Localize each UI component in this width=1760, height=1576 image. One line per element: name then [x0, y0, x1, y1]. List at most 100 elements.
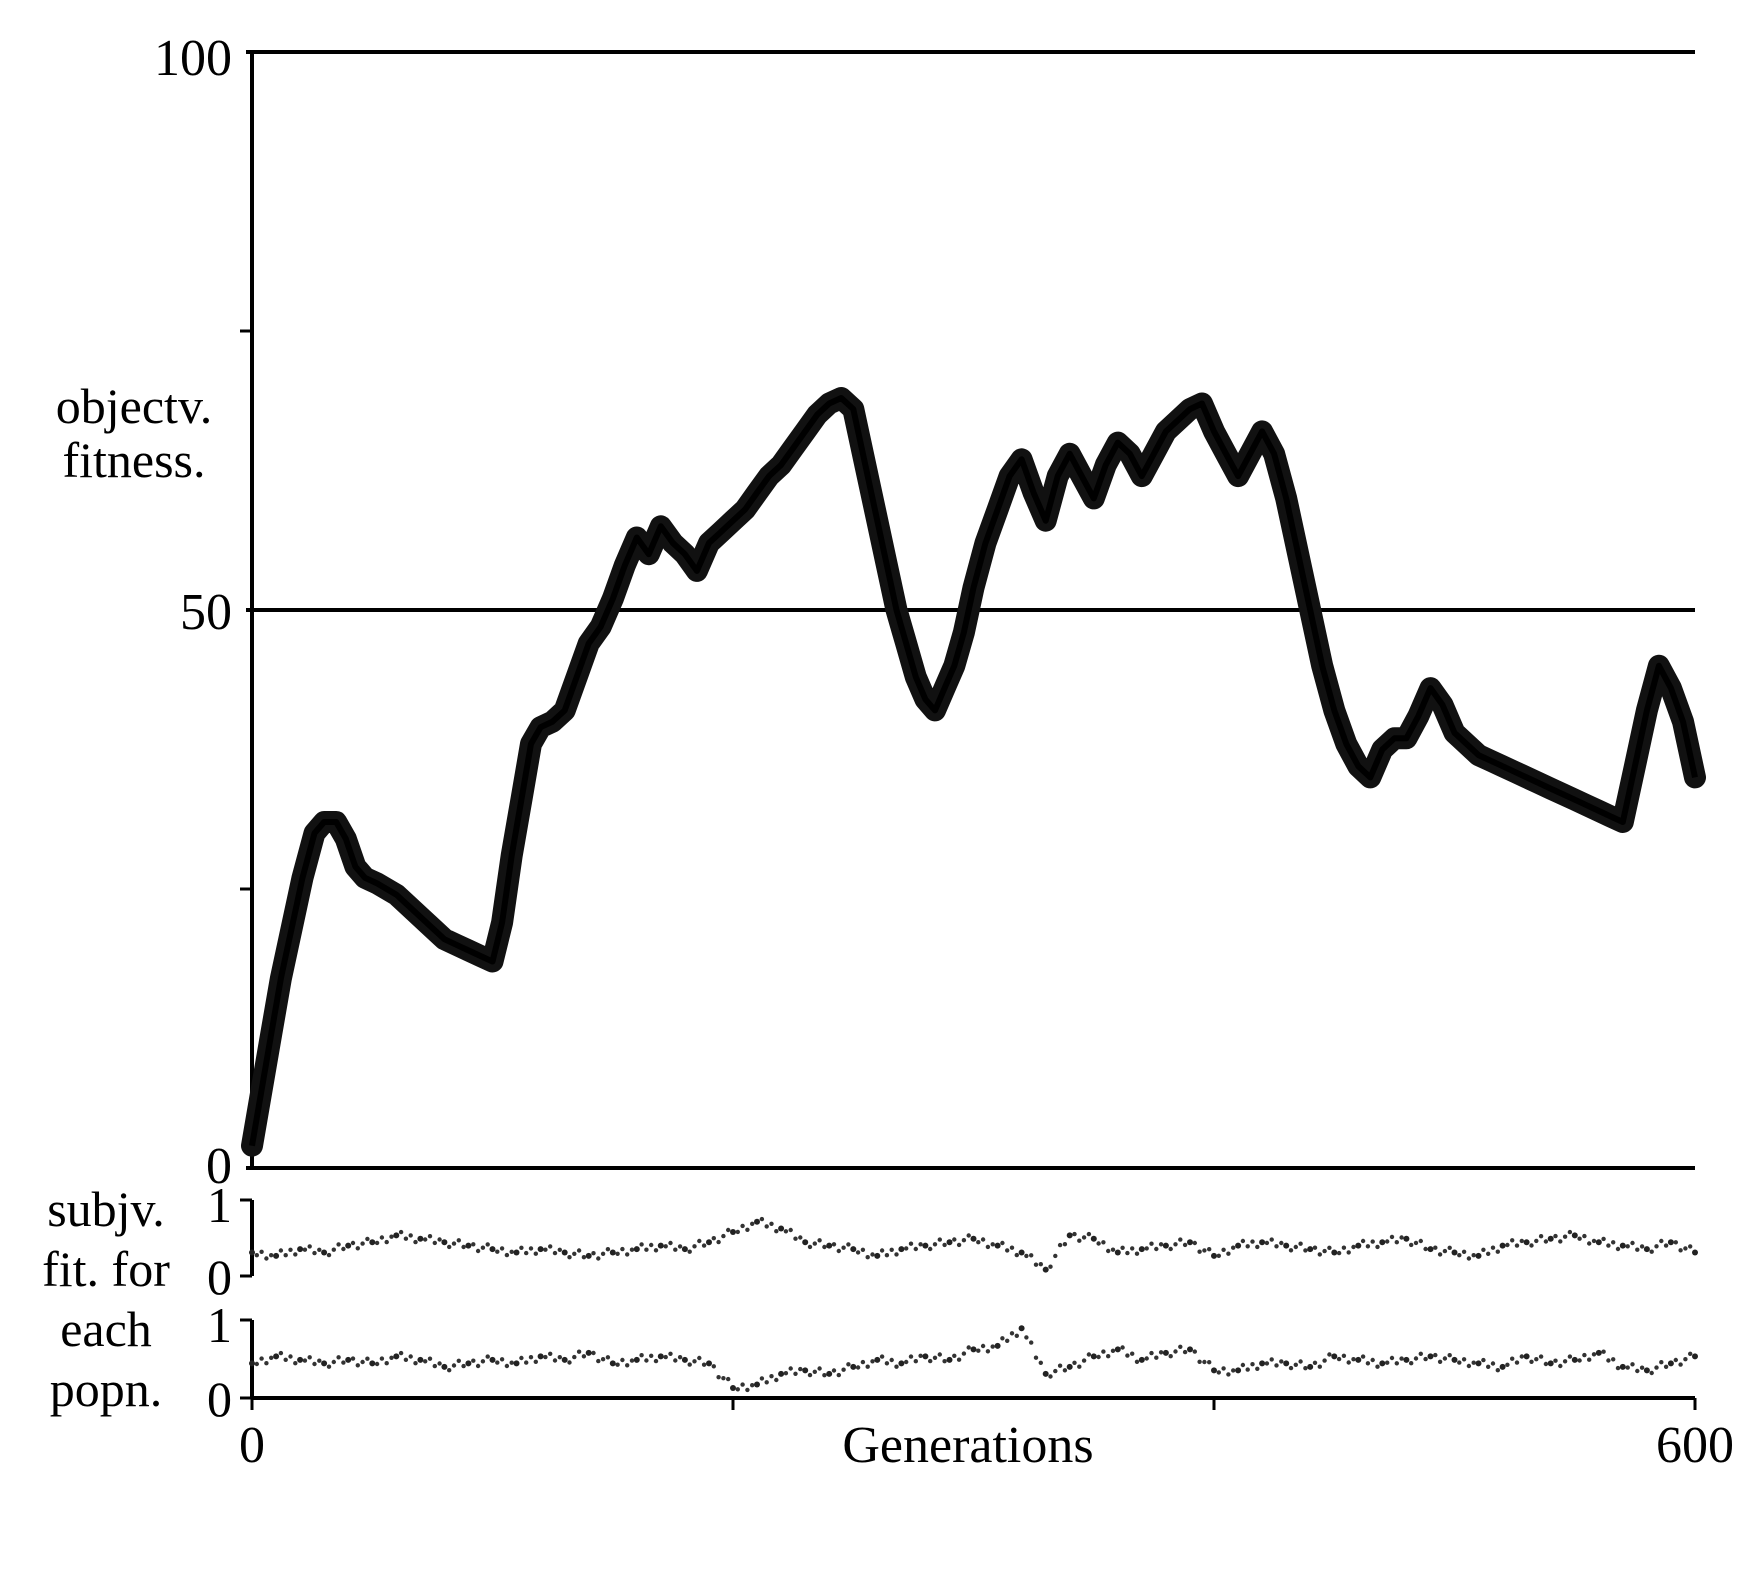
strip2-dot — [1519, 1354, 1525, 1359]
strip2-dot — [519, 1355, 524, 1361]
strip1-dot — [548, 1244, 553, 1249]
strip1-dot — [644, 1247, 649, 1252]
strip2-dot — [1351, 1357, 1356, 1362]
strip2-point — [249, 1360, 255, 1367]
strip1-dot — [317, 1247, 322, 1253]
strip1-dot — [870, 1252, 875, 1257]
strip1-dot — [384, 1239, 389, 1245]
strip2-dot — [1197, 1359, 1202, 1365]
strip2-dot — [1086, 1352, 1092, 1357]
strip1-dot — [1048, 1264, 1053, 1269]
strip2-dot — [1221, 1366, 1226, 1371]
strip2-dot — [846, 1362, 851, 1367]
strip1-dot — [591, 1251, 596, 1256]
strip2-dot — [788, 1366, 793, 1371]
strip1-dot — [1197, 1249, 1202, 1254]
strip2-dot — [1173, 1349, 1178, 1354]
strip2-point — [273, 1353, 280, 1360]
strip1-dot — [937, 1237, 942, 1242]
strip1-point — [1355, 1242, 1362, 1249]
strip1-dot — [1505, 1242, 1510, 1248]
strip1-point — [946, 1239, 953, 1246]
strip1-point — [1018, 1249, 1025, 1256]
strip2-dot — [485, 1354, 490, 1359]
strip2-dot — [855, 1365, 861, 1370]
strip2-dot — [336, 1355, 341, 1360]
strip2-point — [1595, 1349, 1602, 1356]
strip2-dot — [798, 1366, 803, 1372]
strip2-point — [1475, 1360, 1482, 1367]
strip2-dot — [740, 1382, 745, 1387]
strip1-point — [1162, 1242, 1169, 1249]
strip2-dot — [711, 1364, 716, 1369]
strip2-dot — [1591, 1352, 1597, 1357]
strip1-dot — [1077, 1238, 1082, 1243]
strip2-point — [1451, 1356, 1458, 1363]
strip2-dot — [1437, 1359, 1443, 1365]
strip2-dot — [288, 1354, 293, 1359]
strip1-dot — [884, 1253, 890, 1258]
strip2-dot — [942, 1359, 947, 1364]
strip2-dot — [615, 1362, 620, 1367]
strip1-dot — [1433, 1245, 1438, 1250]
strip1-point — [393, 1232, 400, 1239]
strip1-point — [898, 1246, 905, 1253]
strip2-point — [609, 1360, 616, 1367]
strip1-dot — [379, 1235, 385, 1240]
strip1-dot — [581, 1255, 587, 1260]
x-axis: 0 600 Generations — [239, 1396, 1734, 1474]
strip1-dot — [312, 1250, 317, 1256]
strip2-point — [1523, 1353, 1530, 1360]
strip2-dot — [451, 1363, 457, 1368]
strip2-dot — [817, 1366, 822, 1371]
strip1-point — [1259, 1239, 1266, 1246]
strip1-dot — [1072, 1231, 1077, 1237]
strip1-dot — [451, 1241, 457, 1246]
strip2-dot — [596, 1358, 601, 1364]
strip1-dot — [1370, 1239, 1375, 1244]
strip2-dot — [952, 1353, 957, 1359]
strip2-point — [1211, 1367, 1217, 1374]
strip1-dot — [1601, 1236, 1606, 1242]
strip1-point — [850, 1246, 857, 1253]
strip1-dot — [1062, 1242, 1068, 1247]
strip2-dot — [894, 1364, 899, 1369]
strip2-dot — [1683, 1357, 1688, 1362]
strip2-dot — [1202, 1359, 1207, 1365]
strip2-dot — [1096, 1354, 1101, 1360]
strip1-dot — [1264, 1240, 1270, 1246]
strip2-dot — [1120, 1345, 1125, 1350]
strip1-dot — [269, 1253, 274, 1258]
strip1-dot — [918, 1242, 923, 1247]
strip2-dot — [1601, 1349, 1606, 1354]
strip2-dot — [1558, 1363, 1563, 1369]
strip1-dot — [1510, 1238, 1515, 1243]
strip1-dot — [649, 1242, 654, 1248]
strip2-dot — [870, 1359, 875, 1364]
strip1-dot — [1255, 1244, 1260, 1250]
strip1-dot — [1221, 1247, 1226, 1253]
strip1-dot — [846, 1242, 851, 1247]
strip2-point — [345, 1356, 352, 1363]
strip1-point — [1547, 1235, 1554, 1242]
strip1-point — [1595, 1239, 1602, 1246]
strip2-tick-label-1: 1 — [207, 1297, 232, 1353]
strip2-point — [826, 1370, 833, 1377]
strip1-dot — [341, 1246, 346, 1252]
strip2-dot — [1466, 1363, 1472, 1369]
strip1-dot — [928, 1246, 933, 1252]
strip1-dot — [1385, 1239, 1390, 1244]
strip1-dot — [653, 1248, 659, 1253]
strip2-dot — [398, 1350, 404, 1356]
strip2-point — [1018, 1325, 1025, 1332]
strip2-dot — [326, 1364, 332, 1369]
strip2-point — [1066, 1363, 1073, 1370]
strip2-dot — [1216, 1370, 1222, 1375]
strip2-dot — [1279, 1359, 1284, 1364]
strip1-dot — [1279, 1240, 1284, 1246]
strip2-point — [1138, 1356, 1145, 1363]
strip1-dot — [1057, 1242, 1063, 1248]
strip2-dot — [437, 1361, 442, 1366]
strip2-dot — [1553, 1358, 1558, 1363]
strip1-dot — [1158, 1242, 1164, 1247]
